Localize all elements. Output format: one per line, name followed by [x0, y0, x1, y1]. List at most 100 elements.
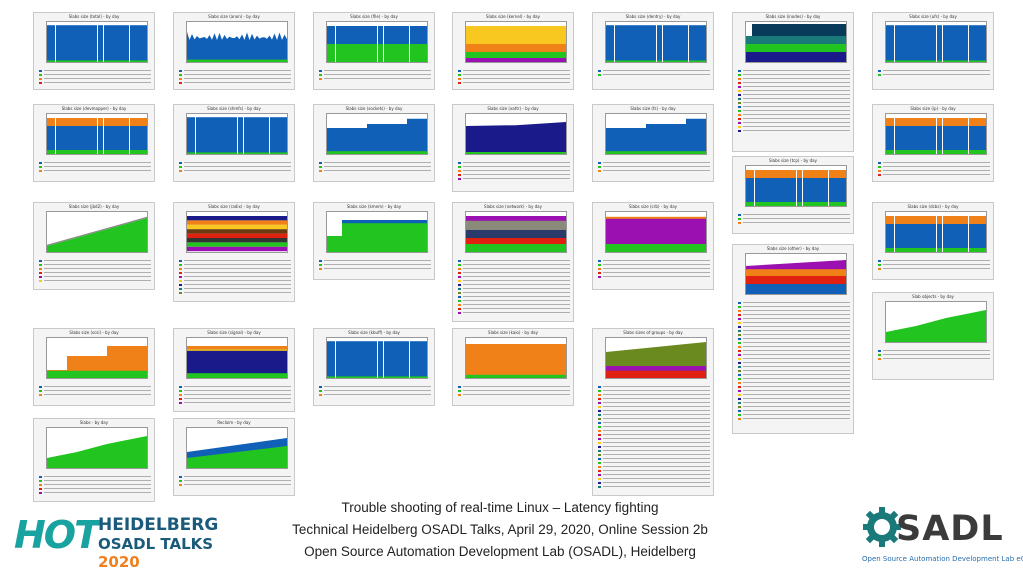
graph-panel-slabs-tcp[interactable]: Slabs size (tcp) - by day — [732, 156, 854, 234]
graph-title: Slabs size (kmem) - by day — [346, 204, 402, 209]
graph-panel-reclaim[interactable]: Reclaim - by day — [173, 418, 295, 496]
legend-row — [179, 263, 291, 266]
legend-swatch — [39, 279, 42, 282]
legend-swatch — [738, 329, 741, 332]
stacked-area-graph — [466, 26, 566, 62]
legend-row — [598, 409, 710, 412]
legend-text-line — [743, 310, 850, 311]
legend-text-line — [463, 284, 570, 285]
graph-panel-slabs-sockets[interactable]: Slabs size (sockets) - by day — [313, 104, 435, 182]
legend-text-line — [184, 170, 291, 171]
graph-panel-slabs[interactable]: Slabs - by day — [33, 418, 155, 502]
legend-row — [458, 279, 570, 282]
graph-panel-slabs-signal[interactable]: Slabs size (signal) - by day — [173, 328, 295, 412]
legend-swatch — [738, 313, 741, 316]
legend-text-line — [603, 454, 710, 455]
graph-panel-slabs-scsi[interactable]: Slabs size (scsi) - by day — [33, 328, 155, 406]
legend-text-line — [743, 386, 850, 387]
graph-panel-slabs-xattr[interactable]: Slabs size (xattr) - by day — [452, 104, 574, 192]
legend-text-line — [603, 486, 710, 487]
graph-plot-area — [186, 113, 288, 155]
graph-panel-slabs-jbd2[interactable]: Slabs size (jbd2) - by day — [33, 202, 155, 290]
graph-panel-slabs-groups[interactable]: Slabs sizes of groups - by day — [592, 328, 714, 496]
legend-swatch — [458, 307, 461, 310]
legend-swatch — [738, 333, 741, 336]
graph-panel-slab-objects[interactable]: Slab objects - by day — [872, 292, 994, 380]
graph-panel-slabs-dcbs[interactable]: Slabs size (dcbs) - by day — [872, 202, 994, 280]
legend-text-line — [463, 82, 570, 83]
legend-swatch — [738, 353, 741, 356]
graph-panel-slabs-network[interactable]: Slabs size (network) - by day — [452, 202, 574, 322]
legend-swatch — [738, 361, 741, 364]
graph-panel-slabs-file[interactable]: Slabs size (file) - by day — [313, 12, 435, 90]
legend-row — [738, 377, 850, 380]
legend-row — [598, 473, 710, 476]
legend-text-line — [463, 162, 570, 163]
graph-legend — [179, 385, 291, 405]
legend-swatch — [458, 161, 461, 164]
legend-swatch — [878, 161, 881, 164]
graph-panel-slabs-shmfs[interactable]: Slabs size (shmfs) - by day — [173, 104, 295, 182]
legend-row — [458, 389, 570, 392]
legend-row — [179, 81, 291, 84]
graph-panel-slabs-inodes[interactable]: Slabs size (inodes) - by day — [732, 12, 854, 152]
legend-row — [598, 449, 710, 452]
legend-text-line — [603, 458, 710, 459]
stacked-area-graph — [746, 260, 846, 294]
legend-swatch — [878, 169, 881, 172]
graph-panel-slabs-kernel[interactable]: Slabs size (kernel) - by day — [452, 12, 574, 90]
legend-row — [319, 69, 431, 72]
legend-row — [179, 259, 291, 262]
legend-row — [39, 475, 151, 478]
graph-title: Slabs size (radix) - by day — [208, 204, 260, 209]
graph-panel-slabs-dentry[interactable]: Slabs size (dentry) - by day — [592, 12, 714, 90]
legend-swatch — [39, 81, 42, 84]
legend-swatch — [319, 169, 322, 172]
legend-swatch — [458, 271, 461, 274]
legend-row — [598, 437, 710, 440]
legend-row — [458, 275, 570, 278]
legend-row — [179, 275, 291, 278]
graph-panel-slabs-ip[interactable]: Slabs size (ip) - by day — [872, 104, 994, 182]
graph-panel-slabs-ufs[interactable]: Slabs size (ufs) - by day — [872, 12, 994, 90]
graph-panel-slabs-anon[interactable]: Slabs size (anon) - by day — [173, 12, 295, 90]
legend-swatch — [738, 369, 741, 372]
legend-row — [179, 267, 291, 270]
legend-swatch — [878, 267, 881, 270]
legend-swatch — [458, 267, 461, 270]
graph-panel-slabs-total[interactable]: Slabs size (total) - by day — [33, 12, 155, 90]
legend-swatch — [179, 397, 182, 400]
graph-panel-slabs-kaio[interactable]: Slabs size (kaio) - by day — [452, 328, 574, 406]
graph-panel-slabs-fs[interactable]: Slabs size (fs) - by day — [592, 104, 714, 182]
legend-swatch — [179, 69, 182, 72]
legend-text-line — [603, 426, 710, 427]
legend-text-line — [463, 272, 570, 273]
legend-row — [738, 357, 850, 360]
legend-row — [878, 267, 990, 270]
graph-plot-area — [885, 211, 987, 253]
legend-row — [738, 345, 850, 348]
legend-swatch — [179, 291, 182, 294]
graph-panel-slabs-kbuff[interactable]: Slabs size (kbuff) - by day — [313, 328, 435, 406]
graph-panel-slabs-kmem[interactable]: Slabs size (kmem) - by day — [313, 202, 435, 280]
caption-line-3: Open Source Automation Development Lab (… — [304, 544, 696, 559]
legend-row — [39, 165, 151, 168]
graph-title: Slabs size (ip) - by day — [910, 106, 956, 111]
legend-text-line — [463, 260, 570, 261]
legend-swatch — [319, 165, 322, 168]
graph-title: Slabs size (shmfs) - by day — [207, 106, 261, 111]
legend-row — [738, 361, 850, 364]
legend-text-line — [883, 268, 990, 269]
graph-panel-slabs-other[interactable]: Slabs size (other) - by day — [732, 244, 854, 434]
legend-swatch — [738, 81, 741, 84]
legend-row — [39, 169, 151, 172]
legend-row — [738, 397, 850, 400]
graph-panel-slabs-crb[interactable]: Slabs size (crb) - by day — [592, 202, 714, 290]
legend-text-line — [603, 414, 710, 415]
legend-text-line — [184, 480, 291, 481]
graph-panel-slabs-devmapper[interactable]: Slabs size (devmapper) - by day — [33, 104, 155, 182]
legend-text-line — [463, 288, 570, 289]
legend-row — [738, 409, 850, 412]
graph-panel-slabs-radix[interactable]: Slabs size (radix) - by day — [173, 202, 295, 302]
graph-title: Slabs size (jbd2) - by day — [68, 204, 120, 209]
